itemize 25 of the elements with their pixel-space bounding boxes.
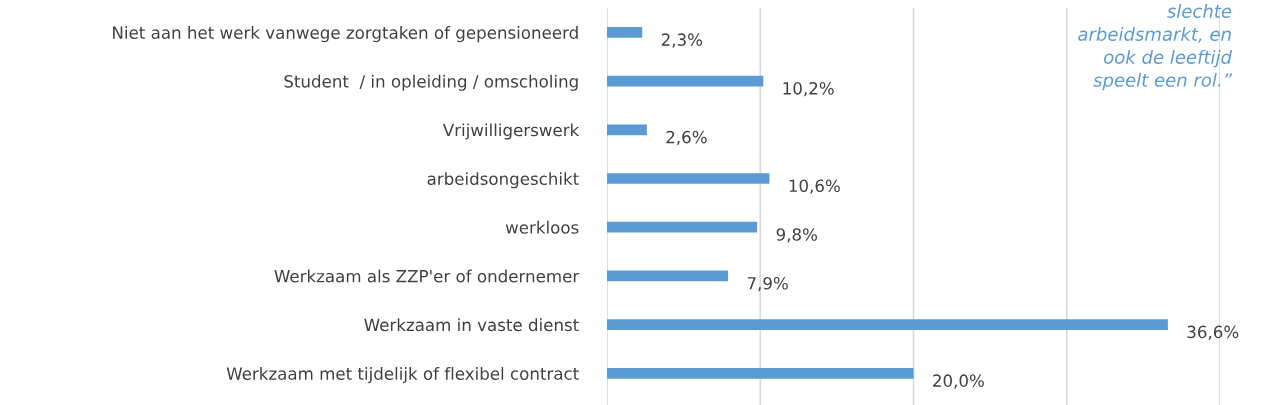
bar [607, 75, 764, 87]
data-label: 9,8% [776, 228, 817, 243]
bar [607, 221, 758, 233]
data-label: 10,2% [783, 82, 834, 97]
data-label: 2,3% [661, 33, 703, 48]
data-label: 10,6% [789, 179, 840, 194]
y-tick-label: Werkzaam als ZZP'er of ondernemer [274, 269, 580, 283]
y-tick-label: Werkzaam met tijdelijk of flexibel contract [226, 367, 579, 384]
data-label: 20,0% [933, 374, 984, 389]
data-label: 36,6% [1187, 325, 1239, 340]
y-tick-label: Niet aan het werk vanwege zorgtaken of gepensioneerd [113, 26, 578, 43]
y-tick-label: Werkzaam in vaste dienst [364, 318, 579, 332]
y-tick-label: arbeidsongeschikt [427, 172, 579, 189]
data-label: 2,6% [666, 130, 707, 146]
y-tick-label: werkloos [505, 220, 579, 234]
bar [607, 367, 914, 379]
bar [607, 319, 1168, 330]
data-label: 7,9% [747, 276, 788, 292]
bar [607, 124, 647, 136]
y-tick-label: Vrijwilligerswerk [442, 123, 580, 140]
annotation: slechte arbeidsmarkt, en ook de leeftijd speelt een rol.” [1078, 4, 1233, 91]
bar [607, 270, 729, 282]
y-tick-label: Student / in opleiding / omscholing [284, 74, 578, 91]
bar [607, 173, 770, 184]
bar [607, 27, 643, 38]
